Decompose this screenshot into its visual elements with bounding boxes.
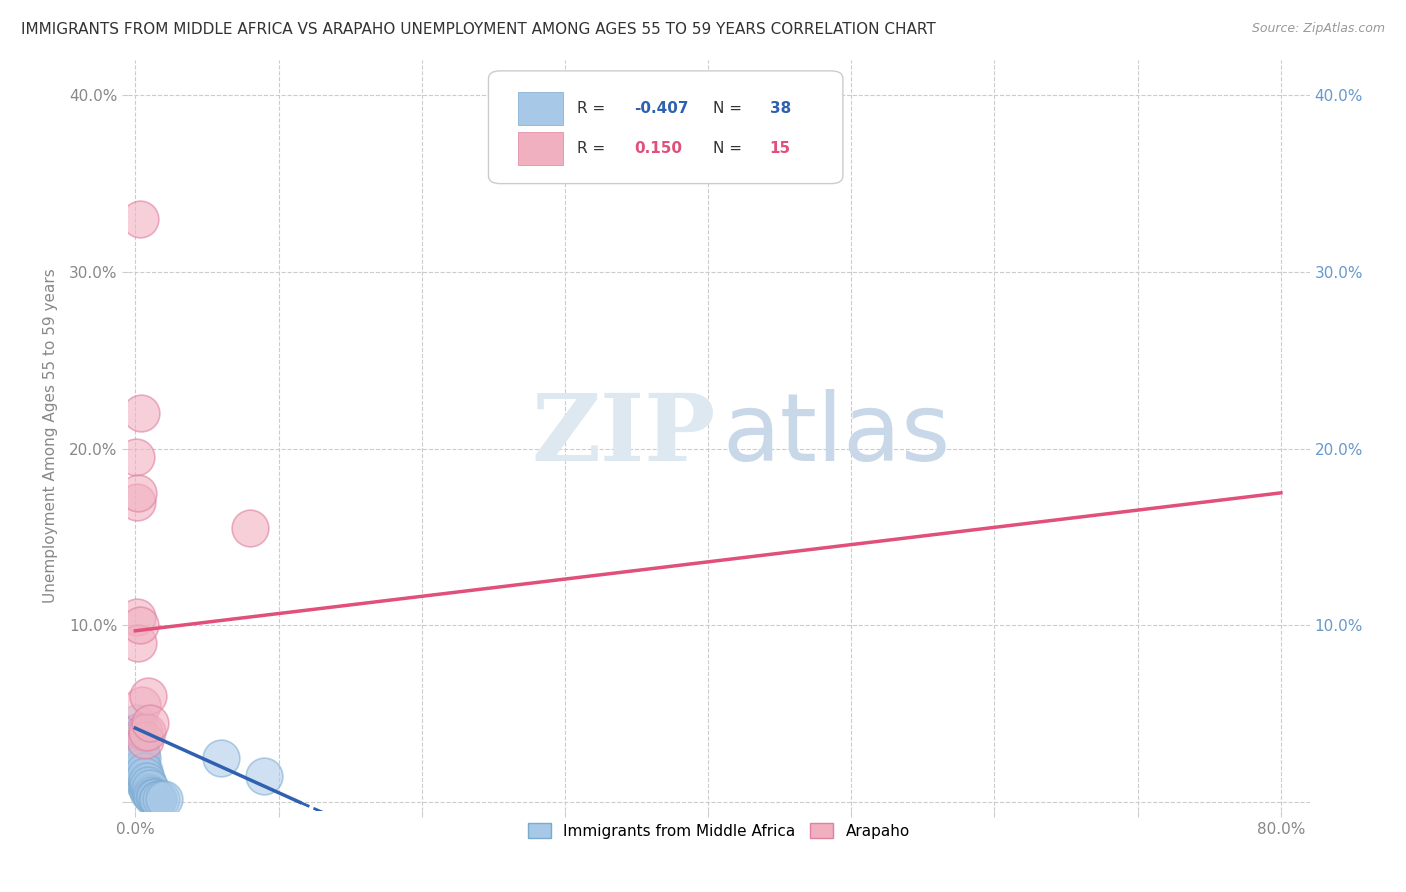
Point (125, 715, 148, 730)
Text: -0.407: -0.407 (634, 101, 689, 116)
Point (253, 769, 276, 783)
Point (141, 790, 163, 805)
Point (128, 751, 150, 765)
Point (128, 618, 150, 632)
Point (125, 724, 148, 739)
Y-axis label: Unemployment Among Ages 55 to 59 years: Unemployment Among Ages 55 to 59 years (44, 268, 58, 603)
Point (127, 733, 149, 747)
Point (138, 715, 160, 730)
Point (138, 787, 160, 801)
Point (125, 450, 148, 465)
Text: atlas: atlas (723, 390, 950, 482)
Point (127, 724, 149, 739)
Point (128, 742, 150, 756)
Point (153, 792, 176, 806)
Text: R =: R = (576, 101, 610, 116)
Point (131, 698, 153, 712)
Point (127, 742, 149, 756)
Point (131, 760, 153, 774)
Point (132, 774, 155, 789)
Point (128, 733, 150, 747)
Point (142, 790, 165, 805)
Point (131, 769, 153, 783)
Point (127, 751, 149, 765)
Text: Source: ZipAtlas.com: Source: ZipAtlas.com (1251, 22, 1385, 36)
Text: N =: N = (713, 141, 747, 156)
Point (125, 733, 148, 747)
Point (129, 764, 152, 778)
Point (209, 751, 232, 765)
Point (146, 792, 169, 806)
Point (239, 521, 262, 535)
Point (131, 751, 153, 765)
Point (127, 636, 149, 650)
Point (127, 486, 149, 500)
Text: 15: 15 (769, 141, 790, 156)
Point (139, 789, 162, 803)
Point (125, 742, 148, 756)
Point (128, 760, 150, 774)
Text: R =: R = (576, 141, 610, 156)
Point (135, 781, 157, 796)
Point (129, 406, 152, 420)
Legend: Immigrants from Middle Africa, Arapaho: Immigrants from Middle Africa, Arapaho (522, 817, 915, 845)
Text: ZIP: ZIP (531, 391, 716, 481)
FancyBboxPatch shape (517, 92, 562, 125)
Point (134, 778, 156, 792)
Point (136, 785, 159, 799)
FancyBboxPatch shape (488, 70, 842, 184)
Point (136, 778, 159, 792)
Point (132, 764, 155, 778)
Point (150, 792, 173, 806)
Point (134, 769, 156, 783)
Text: 0.150: 0.150 (634, 141, 682, 156)
Point (135, 774, 157, 789)
Point (125, 494, 148, 508)
Point (138, 781, 160, 796)
Point (148, 792, 170, 806)
Point (132, 724, 155, 739)
Point (129, 746, 152, 760)
Point (125, 609, 148, 624)
Point (129, 756, 152, 771)
Point (128, 211, 150, 226)
FancyBboxPatch shape (517, 132, 562, 165)
Text: N =: N = (713, 101, 747, 116)
Point (136, 690, 159, 704)
Text: IMMIGRANTS FROM MIDDLE AFRICA VS ARAPAHO UNEMPLOYMENT AMONG AGES 55 TO 59 YEARS : IMMIGRANTS FROM MIDDLE AFRICA VS ARAPAHO… (21, 22, 936, 37)
Point (134, 733, 156, 747)
Text: 38: 38 (769, 101, 792, 116)
Point (135, 724, 157, 739)
Point (143, 790, 166, 805)
